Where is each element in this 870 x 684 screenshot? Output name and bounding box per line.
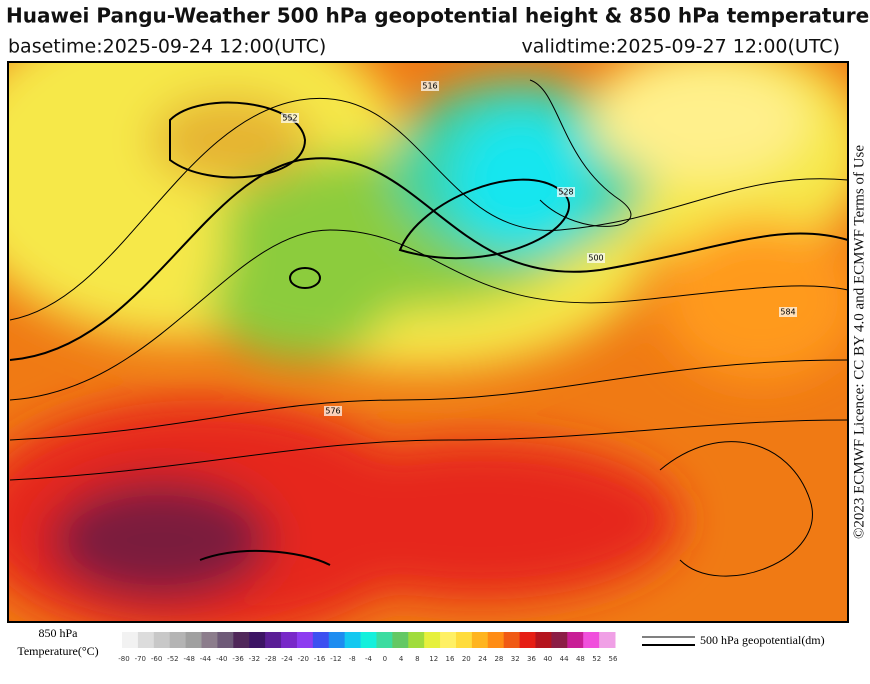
colorbar: -80 -70 -60 -52 -48 -44 -40 -36 -32 -28 -24 -20 -16-… (118, 632, 618, 663)
contour-label-bg (421, 81, 439, 91)
colorbar-label: -32 (249, 655, 260, 663)
colorbar-label: -4 (365, 655, 373, 663)
colorbar-label: 40 (543, 655, 552, 663)
contour-label-bg (324, 406, 342, 416)
map: 576 500 528 552 516 584 (8, 62, 848, 622)
colorbar-label: 24 (478, 655, 487, 663)
colorbar-swatch (440, 632, 457, 648)
colorbar-label: 12 (429, 655, 438, 663)
colorbar-label: -40 (216, 655, 227, 663)
colorbar-swatch (455, 632, 473, 648)
colorbar-label: 0 (383, 655, 387, 663)
colorbar-label: -24 (281, 655, 293, 663)
colorbar-swatch (217, 632, 234, 648)
colorbar-label: 16 (446, 655, 455, 663)
contour-label: 500 (588, 254, 603, 263)
colorbar-label: -16 (314, 655, 326, 663)
validtime: validtime:2025-09-27 12:00(UTC) (521, 36, 840, 58)
colorbar-swatch (281, 632, 298, 648)
colorbar-swatch (249, 632, 266, 648)
colorbar-label: 28 (494, 655, 503, 663)
colorbar-label: 36 (527, 655, 536, 663)
colorbar-label: -44 (200, 655, 212, 663)
colorbar-swatch (312, 632, 330, 648)
colorbar-label: -8 (349, 655, 356, 663)
colorbar-swatch (519, 632, 536, 648)
colorbar-title: 850 hPa (39, 626, 79, 640)
colorbar-swatch (503, 632, 521, 648)
contour-label: 584 (780, 308, 795, 317)
contour-label: 552 (282, 114, 297, 123)
colorbar-label: 48 (576, 655, 585, 663)
colorbar-label: -70 (135, 655, 146, 663)
contour-label-bg (587, 253, 605, 263)
colorbar-label: -80 (118, 655, 129, 663)
colorbar-swatch (376, 632, 393, 648)
colorbar-label: -52 (167, 655, 178, 663)
contour-label-bg (779, 307, 797, 317)
basetime: basetime:2025-09-24 12:00(UTC) (8, 36, 326, 58)
colorbar-label: 44 (560, 655, 569, 663)
colorbar-swatch (487, 632, 505, 648)
colorbar-label: 20 (462, 655, 471, 663)
colorbar-label: 32 (511, 655, 520, 663)
colorbar-label: -48 (183, 655, 194, 663)
colorbar-swatch (296, 632, 314, 648)
colorbar-swatch (169, 632, 187, 648)
colorbar-label: 56 (609, 655, 618, 663)
colorbar-swatch (583, 632, 600, 648)
colorbar-swatch (137, 632, 155, 648)
colorbar-swatch (567, 632, 584, 648)
colorbar-swatch (233, 632, 250, 648)
colorbar-swatch (328, 632, 346, 648)
colorbar-swatch (360, 632, 377, 648)
legend-label: 500 hPa geopotential(dm) (700, 633, 825, 647)
colorbar-label: -12 (330, 655, 341, 663)
colorbar-swatch (599, 632, 616, 648)
colorbar-label: -60 (151, 655, 162, 663)
colorbar-label: -36 (232, 655, 244, 663)
contour-label: 516 (422, 82, 437, 91)
colorbar-swatch (201, 632, 218, 648)
colorbar-swatch (153, 632, 171, 648)
colorbar-swatch (471, 632, 489, 648)
contours (9, 79, 848, 577)
title: Huawei Pangu-Weather 500 hPa geopotentia… (6, 4, 869, 28)
colorbar-swatch (408, 632, 425, 648)
contour-label-bg (281, 113, 299, 123)
colorbar-label: 52 (592, 655, 601, 663)
colorbar-title: Temperature(°C) (17, 644, 98, 658)
colorbar-swatch (185, 632, 203, 648)
colorbar-label: -20 (298, 655, 309, 663)
colorbar-label: -28 (265, 655, 276, 663)
contour-label: 576 (325, 407, 340, 416)
license-note: ©2023 ECMWF Licence: CC BY 4.0 and ECMWF… (851, 145, 867, 539)
map-frame (7, 61, 849, 623)
colorbar-swatch (551, 632, 568, 648)
colorbar-swatch (344, 632, 362, 648)
colorbar-swatch (265, 632, 282, 648)
colorbar-label: 8 (415, 655, 419, 663)
colorbar-label: 4 (399, 655, 404, 663)
colorbar-swatch (535, 632, 552, 648)
colorbar-swatch (424, 632, 441, 648)
colorbar-swatch (122, 632, 139, 648)
contour-label: 528 (558, 188, 573, 197)
contour-label-bg (557, 187, 575, 197)
colorbar-swatch (392, 632, 409, 648)
